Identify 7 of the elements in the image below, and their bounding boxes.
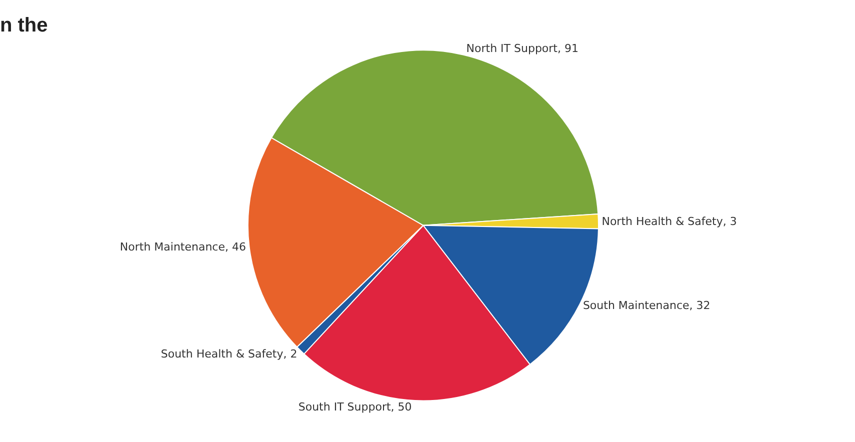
slice-label: North Maintenance, 46	[120, 240, 246, 254]
slice-label: South Maintenance, 32	[582, 299, 710, 312]
chart-title: n the	[0, 14, 48, 37]
slice-label: South Health & Safety, 2	[160, 347, 298, 360]
slice-label: South IT Support, 50	[298, 400, 412, 414]
slice-label: North IT Support, 91	[466, 42, 578, 56]
slice-label: North Health & Safety, 3	[602, 214, 737, 228]
